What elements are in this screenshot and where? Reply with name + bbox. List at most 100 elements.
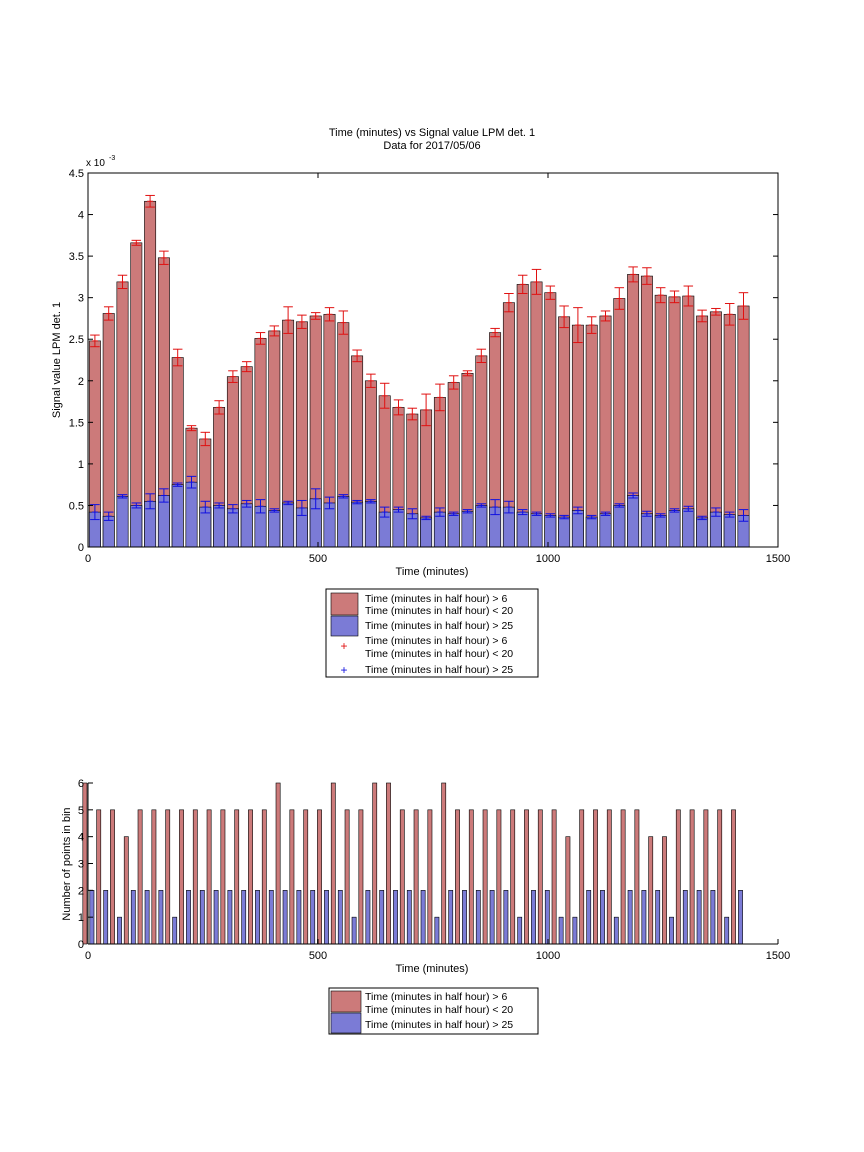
bar-blue [558,516,571,548]
count-bar-red [427,809,433,945]
count-bar-red [675,809,681,945]
bar-blue [337,496,350,548]
legend-bottom: Time (minutes in half hour) > 6 Time (mi… [328,987,539,1035]
count-bar-blue [186,890,191,945]
count-bar-red [717,809,723,945]
y-tick-label: 2 [78,885,84,897]
bar-blue [171,484,184,548]
y-tick-label: 2.5 [69,334,84,346]
count-bar-blue [655,890,661,945]
count-bar-red [496,809,502,945]
signal-chart: 0 0.5 1 1.5 2 2.5 3 3.5 4 4.5 0 500 1000 1500 x 10 -… [51,155,790,578]
y-tick-label: 2 [78,376,84,388]
count-bar-blue [337,890,343,945]
red-error-bars [90,194,749,447]
count-bar-blue [586,890,592,945]
count-bar-blue [393,890,398,945]
count-bar-blue [172,916,178,945]
count-bar-blue [434,916,440,945]
count-bar-blue [475,890,481,945]
count-bar-red [165,809,171,945]
count-bar-red [537,809,543,945]
legend-label: Time (minutes in half hour) > 6 [365,635,507,647]
legend-marker-blue: + [340,663,347,677]
count-bar-red [96,809,102,945]
count-bar-red [303,809,309,945]
y-tick-label: 4 [78,210,84,222]
y-axis-label: Number of points in bin [61,807,73,920]
count-bar-red [441,782,447,945]
count-bar-red [662,836,667,945]
count-bar-red [289,809,295,945]
bar-blue [268,510,281,548]
x-ticks: 0 500 1000 1500 [85,173,790,565]
bar-blue [571,510,584,548]
y-tick-label: 1 [78,459,84,471]
blue-error-bars [90,475,749,522]
count-bar-red [192,809,198,945]
count-bar-red [551,809,557,945]
count-bar-red [330,782,336,945]
legend-label: Time (minutes in half hour) > 25 [365,1019,513,1031]
bar-blue [420,517,433,548]
count-bar-red [482,809,488,945]
bar-red [585,324,598,548]
legend-swatch-red [330,990,362,1013]
bar-blue [709,511,722,548]
legend-label: Time (minutes in half hour) > 25 [365,664,513,676]
y-tick-label: 0 [78,542,84,554]
chart-subtitle: Data for 2017/05/06 [383,140,480,152]
y-ticks: 0 1 2 3 4 5 6 [78,778,93,951]
count-bar-blue [351,916,357,945]
bar-red [544,292,557,548]
count-bar-red [372,782,378,945]
legend-label: Time (minutes in half hour) > 6 [365,593,507,605]
count-bar-red [524,809,529,945]
count-bar-red [510,809,516,945]
count-bar-blue [613,916,619,945]
y-tick-label: 4 [78,832,84,844]
count-bar-blue [117,916,122,945]
y-ticks: 0 0.5 1 1.5 2 2.5 3 3.5 4 4.5 [69,168,778,554]
y-tick-label: 1 [78,912,84,924]
count-bar-red [358,809,364,945]
count-bar-red [344,809,350,945]
count-bar-red [731,809,736,945]
y-tick-label: 3.5 [69,251,84,263]
count-bar-blue [324,890,329,945]
count-bar-red [248,809,253,945]
count-bar-blue [365,890,371,945]
legend-swatch-blue [330,1012,362,1034]
y-axis-label: Signal value LPM det. 1 [51,302,63,418]
bar-blue [185,481,198,548]
count-bar-blue [462,890,467,945]
count-bar-red [179,809,184,945]
count-bar-blue [130,890,136,945]
bar-blue [544,515,557,548]
count-bar-red [317,809,322,945]
count-bar-blue [158,890,164,945]
bar-blue [130,505,143,548]
bar-blue [654,515,667,548]
legend-label: Time (minutes in half hour) > 25 [365,620,513,632]
bar-blue [627,495,640,548]
bar-red [696,315,709,548]
count-bar-blue [696,890,702,945]
count-bar-red [261,809,267,945]
count-bar-blue [544,890,550,945]
bar-blue [447,513,460,548]
plot-frame [87,172,779,548]
count-bar-blue [296,890,302,945]
x-tick-label: 500 [309,553,327,565]
bar-blue [530,513,543,548]
x-tick-label: 500 [309,950,327,962]
y-tick-label: 4.5 [69,168,84,180]
bar-blue [323,502,336,548]
count-bar-red [137,809,143,945]
count-bar-red [220,809,226,945]
bar-blue [696,517,709,548]
count-bar-blue [227,890,233,945]
y-tick-label: 5 [78,805,84,817]
bar-blue [668,510,681,548]
